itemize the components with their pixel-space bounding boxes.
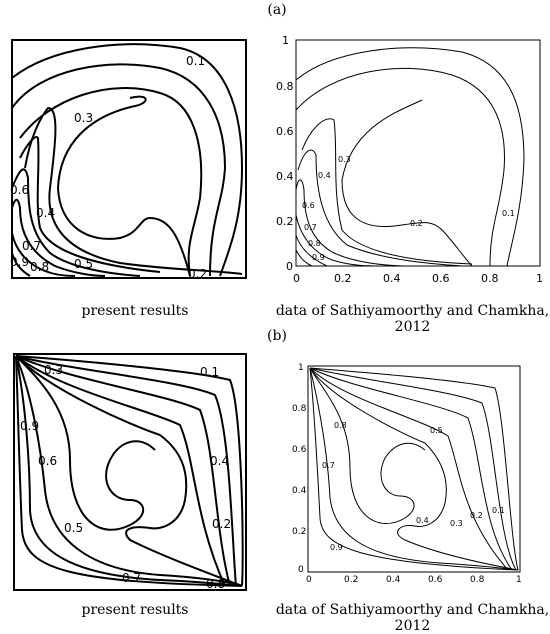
contour-label: 0.2 — [212, 517, 231, 531]
caption-reference-b: data of Sathiyamoorthy and Chamkha, 2012 — [275, 602, 550, 634]
y-tick-label: 0.4 — [276, 170, 294, 183]
x-tick-label: 0.8 — [470, 575, 485, 585]
contour-label: 0.9 — [312, 253, 325, 262]
y-tick-label: 1 — [282, 34, 289, 47]
y-tick-label: 0 — [286, 260, 293, 273]
x-tick-label: 0.4 — [383, 272, 401, 285]
contour-label: 0.2 — [188, 267, 207, 281]
y-tick-label: 0.8 — [276, 80, 294, 93]
panel-a-present-plot: 0.1 0.3 0.6 0.4 0.7 0.9 0.8 0.5 0.2 — [10, 39, 247, 281]
contour-label: 0.9 — [20, 419, 39, 433]
x-tick-label: 0.2 — [344, 575, 358, 585]
y-tick-label: 1 — [298, 363, 304, 373]
caption-reference-a: data of Sathiyamoorthy and Chamkha, 2012 — [275, 303, 550, 335]
contour-label: 0.3 — [338, 155, 351, 164]
contour-label: 0.4 — [318, 171, 331, 180]
contour-label: 0.5 — [74, 257, 93, 271]
caption-present-b: present results — [81, 602, 189, 618]
panel-b-reference-plot: 0.8 0.5 0.7 0.4 0.3 0.2 0.1 0.9 1 0.8 0.… — [292, 363, 522, 585]
panel-b-label: (b) — [267, 328, 287, 344]
y-tick-label: 0.2 — [276, 215, 294, 228]
y-tick-label: 0 — [298, 565, 304, 575]
contour-label: 0.8 — [206, 577, 225, 591]
contour-label: 0.9 — [10, 255, 29, 269]
contour-label: 0.6 — [10, 183, 29, 197]
contour-label: 0.2 — [410, 219, 423, 228]
contour-label: 0.4 — [416, 516, 429, 525]
contour-label: 0.7 — [22, 239, 41, 253]
contour-label: 0.2 — [470, 511, 483, 520]
panel-b-present-plot: 0.3 0.1 0.9 0.6 0.4 0.5 0.2 0.7 0.8 — [13, 353, 247, 591]
y-tick-label: 0.2 — [292, 527, 306, 537]
contour-label: 0.6 — [38, 454, 57, 468]
contour-label: 0.8 — [334, 421, 347, 430]
y-tick-label: 0.6 — [292, 445, 307, 455]
contour-label: 0.1 — [200, 365, 219, 379]
x-tick-label: 0.8 — [481, 272, 499, 285]
contour-label: 0.5 — [64, 521, 83, 535]
contour-label: 0.9 — [330, 543, 343, 552]
x-tick-label: 0 — [306, 575, 312, 585]
y-tick-label: 0.4 — [292, 486, 307, 496]
contour-label: 0.5 — [430, 426, 443, 435]
contour-label: 0.7 — [304, 223, 317, 232]
y-tick-label: 0.8 — [292, 404, 307, 414]
contour-label: 0.7 — [322, 461, 335, 470]
contour-label: 0.8 — [30, 260, 49, 274]
caption-present-a: present results — [81, 303, 189, 319]
x-tick-label: 1 — [536, 272, 543, 285]
contour-label: 0.4 — [210, 454, 229, 468]
x-tick-label: 1 — [516, 575, 522, 585]
contour-label: 0.1 — [186, 54, 205, 68]
contour-label: 0.1 — [502, 209, 515, 218]
contour-label: 0.3 — [74, 111, 93, 125]
contour-label: 0.6 — [302, 201, 315, 210]
contour-label: 0.8 — [308, 239, 321, 248]
contour-label: 0.3 — [450, 519, 463, 528]
contour-label: 0.1 — [492, 506, 505, 515]
contour-label: 0.3 — [44, 363, 63, 377]
contour-label: 0.7 — [122, 571, 141, 585]
x-tick-label: 0.6 — [432, 272, 450, 285]
y-tick-label: 0.6 — [276, 125, 294, 138]
panel-a-label: (a) — [267, 2, 287, 18]
panel-a-reference-plot: 0.1 0.2 0.3 0.4 0.6 0.7 0.8 0.9 1 0.8 0.… — [276, 34, 543, 285]
x-tick-label: 0.6 — [428, 575, 443, 585]
contour-label: 0.4 — [36, 206, 55, 220]
x-tick-label: 0.4 — [386, 575, 401, 585]
x-tick-label: 0.2 — [334, 272, 352, 285]
x-tick-label: 0 — [293, 272, 300, 285]
